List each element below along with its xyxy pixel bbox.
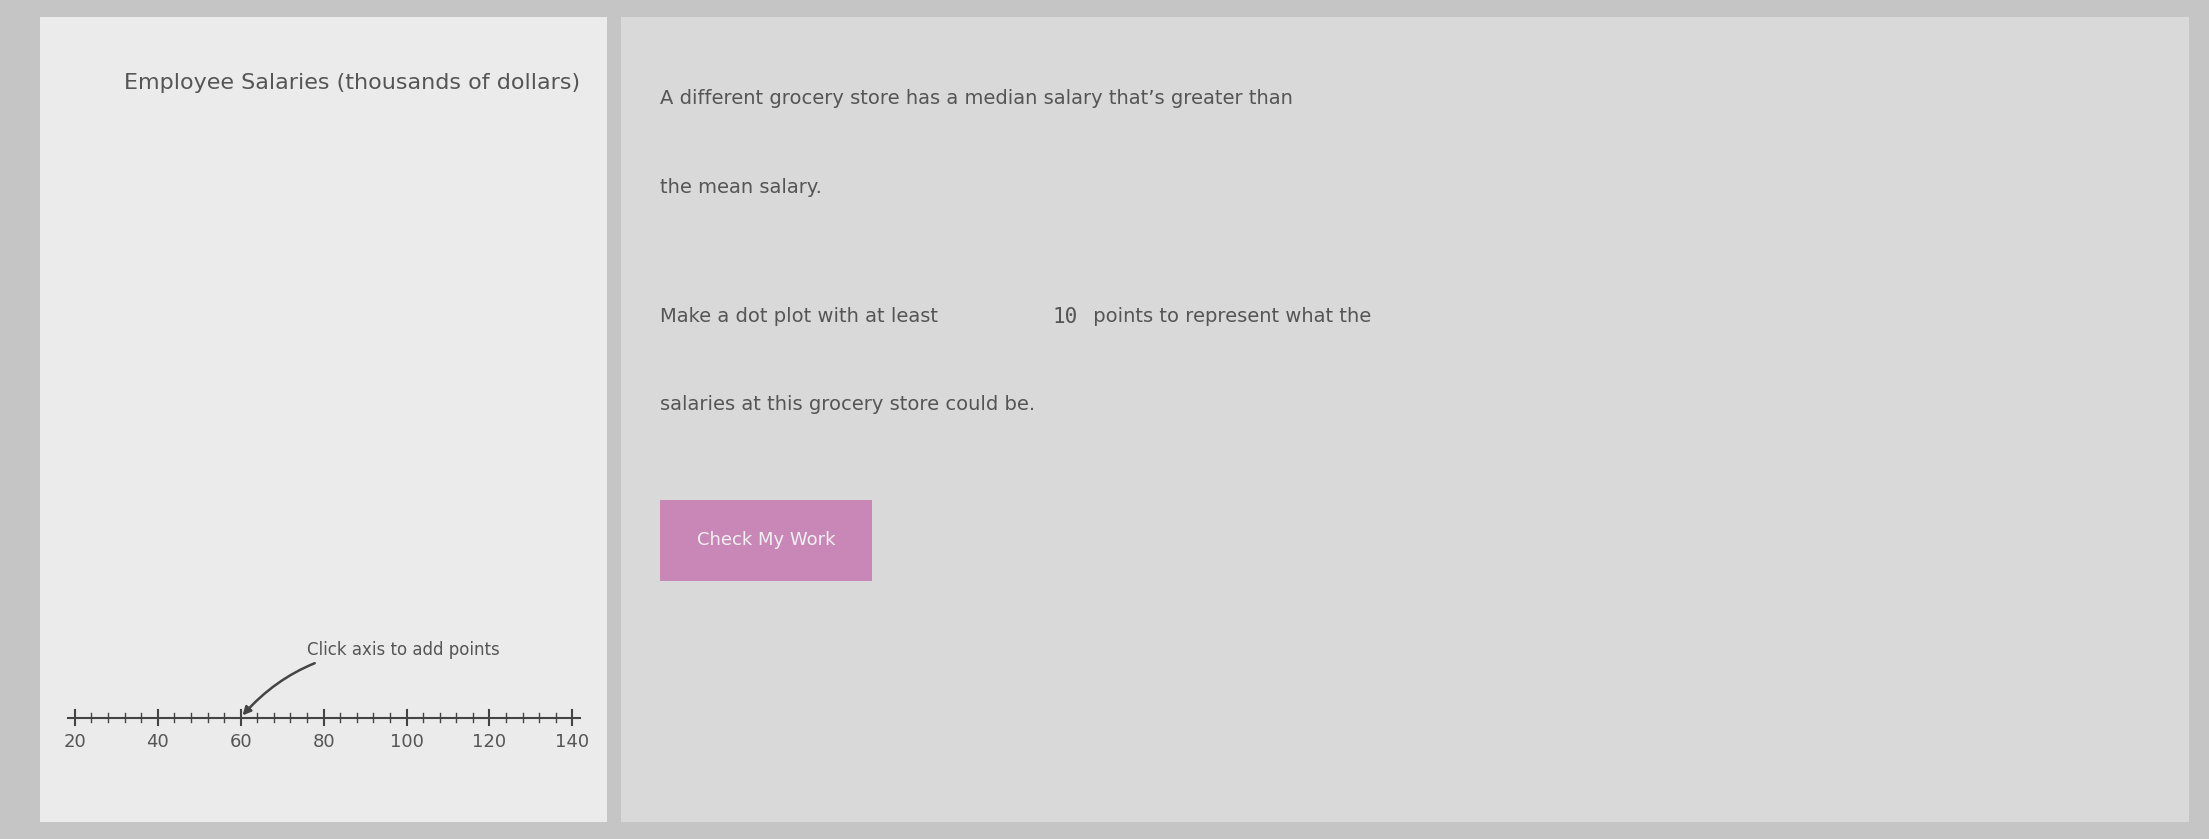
Text: Make a dot plot with at least: Make a dot plot with at least [660, 307, 943, 326]
Text: points to represent what the: points to represent what the [1087, 307, 1372, 326]
Text: 20: 20 [64, 732, 86, 751]
Text: the mean salary.: the mean salary. [660, 178, 822, 197]
Text: salaries at this grocery store could be.: salaries at this grocery store could be. [660, 395, 1036, 414]
Text: 120: 120 [473, 732, 506, 751]
Text: Check My Work: Check My Work [696, 531, 835, 550]
Text: 140: 140 [554, 732, 590, 751]
Text: 40: 40 [146, 732, 170, 751]
Text: Click axis to add points: Click axis to add points [245, 641, 499, 713]
Text: 10: 10 [1051, 307, 1078, 326]
Text: Employee Salaries (thousands of dollars): Employee Salaries (thousands of dollars) [124, 73, 581, 93]
Text: 60: 60 [230, 732, 252, 751]
Text: A different grocery store has a median salary that’s greater than: A different grocery store has a median s… [660, 89, 1292, 108]
Text: 80: 80 [311, 732, 336, 751]
Text: 100: 100 [389, 732, 424, 751]
